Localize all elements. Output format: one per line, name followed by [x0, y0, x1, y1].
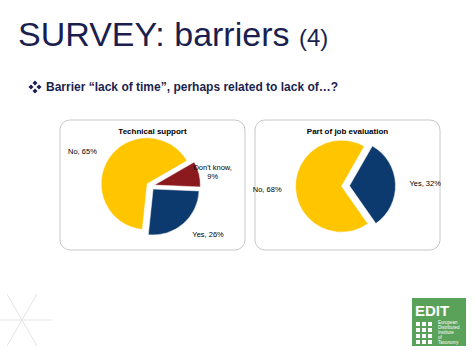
chart-frame [60, 120, 245, 250]
logo: EDITEuropean Distributed Institute of Ta… [412, 298, 466, 346]
bullet-diamond [33, 81, 38, 86]
pie-chart: Part of job evaluation No, 68% Yes, 32% [253, 120, 441, 250]
slide-title: SURVEY: barriers (4) [18, 15, 328, 53]
data-label: No, 68% [253, 185, 282, 194]
logo-dot [422, 322, 426, 326]
logo-dot [428, 328, 432, 332]
logo-box [412, 298, 466, 346]
decoration-line [7, 294, 22, 320]
background [0, 0, 474, 355]
logo-dot [422, 328, 426, 332]
pie-slice [148, 189, 199, 235]
data-label: No, 65% [68, 147, 97, 156]
logo-dot [428, 322, 432, 326]
data-label: Don't know,9% [193, 163, 232, 181]
logo-subtitle-line: Taxonomy [438, 340, 459, 345]
logo-dot [416, 322, 420, 326]
decoration-line [7, 320, 22, 346]
slide-title-main: SURVEY: barriers [18, 15, 299, 53]
logo-dot [416, 340, 420, 344]
logo-name: EDIT [415, 302, 449, 319]
pie-slice [349, 146, 395, 224]
bullet-diamond [37, 85, 42, 90]
chart-title: Part of job evaluation [307, 127, 388, 136]
decoration-line [22, 320, 37, 346]
slide: SURVEY: barriers (4) Barrier “lack of tim… [0, 0, 474, 355]
chart-title: Technical support [118, 127, 187, 136]
logo-dot [416, 328, 420, 332]
bullet-diamond [33, 89, 38, 94]
logo-subtitle: European Distributed Institute of Taxono… [438, 320, 461, 345]
data-label-line: Don't know, [193, 163, 232, 172]
slide-title-suffix: (4) [299, 24, 328, 51]
logo-dot [422, 340, 426, 344]
decoration-line [22, 320, 52, 321]
decoration-line [22, 294, 37, 320]
logo-dot [428, 340, 432, 344]
data-label-line: 9% [207, 172, 218, 181]
decoration-line [0, 320, 22, 321]
decoration [0, 294, 52, 346]
bullet-text: Barrier “lack of time”, perhaps related … [46, 80, 338, 94]
logo-dot [416, 334, 420, 338]
bullet-diamond [29, 85, 34, 90]
pie-chart: Technical support No, 65% Don't know,9% Yes… [60, 120, 245, 250]
data-label: Yes, 26% [192, 230, 224, 239]
logo-dots [416, 322, 432, 344]
logo-dot [428, 334, 432, 338]
bullet-marker [29, 81, 42, 94]
data-label: Yes, 32% [409, 179, 441, 188]
logo-dot [422, 334, 426, 338]
